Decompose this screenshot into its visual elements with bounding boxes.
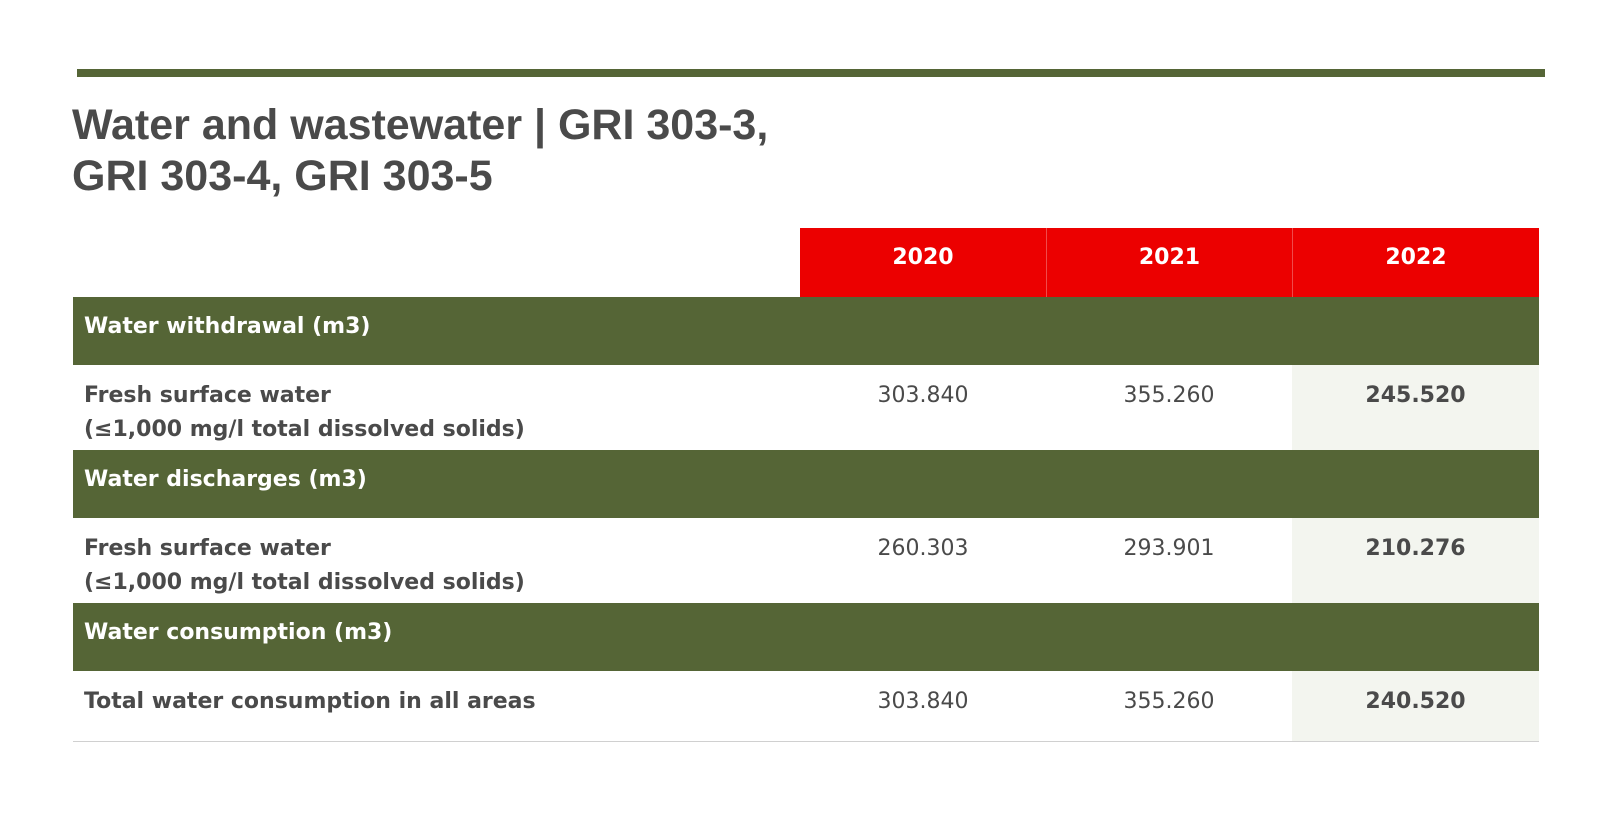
row-label-line-1: Fresh surface water bbox=[84, 536, 331, 561]
row-label: Fresh surface water (≤1,000 mg/l total d… bbox=[73, 365, 800, 450]
section-title: Water consumption (m3) bbox=[84, 620, 393, 645]
value-2022: 240.520 bbox=[1292, 671, 1539, 741]
value-2020: 303.840 bbox=[877, 383, 969, 408]
header-empty-cell bbox=[73, 228, 800, 297]
section-title: Water withdrawal (m3) bbox=[84, 314, 371, 339]
section-header-withdrawal: Water withdrawal (m3) bbox=[73, 297, 1539, 365]
row-label: Fresh surface water (≤1,000 mg/l total d… bbox=[73, 518, 800, 603]
section-title: Water discharges (m3) bbox=[84, 467, 367, 492]
table-row: Total water consumption in all areas 303… bbox=[73, 671, 1539, 742]
value-2021: 293.901 bbox=[1123, 536, 1215, 561]
top-divider bbox=[77, 69, 1545, 77]
row-label-line-2: (≤1,000 mg/l total dissolved solids) bbox=[84, 570, 525, 595]
section-header-consumption: Water consumption (m3) bbox=[73, 603, 1539, 671]
value-2020: 260.303 bbox=[877, 536, 969, 561]
row-label: Total water consumption in all areas bbox=[73, 671, 800, 741]
row-label-line-1: Total water consumption in all areas bbox=[84, 689, 536, 714]
page-title-line-2: GRI 303-4, GRI 303-5 bbox=[72, 152, 493, 200]
table-row: Fresh surface water (≤1,000 mg/l total d… bbox=[73, 518, 1539, 603]
section-header-discharges: Water discharges (m3) bbox=[73, 450, 1539, 518]
value-2021: 355.260 bbox=[1123, 689, 1215, 714]
header-year-2022: 2022 bbox=[1292, 228, 1539, 297]
row-label-line-2: (≤1,000 mg/l total dissolved solids) bbox=[84, 417, 525, 442]
value-2020: 303.840 bbox=[877, 689, 969, 714]
header-year-2020: 2020 bbox=[800, 228, 1046, 297]
table-row: Fresh surface water (≤1,000 mg/l total d… bbox=[73, 365, 1539, 450]
page-title-line-1: Water and wastewater | GRI 303-3, bbox=[72, 101, 769, 149]
row-label-line-1: Fresh surface water bbox=[84, 383, 331, 408]
table-header-row: 2020 2021 2022 bbox=[73, 228, 1539, 297]
header-year-2021: 2021 bbox=[1046, 228, 1292, 297]
water-table: 2020 2021 2022 Water withdrawal (m3) Fre… bbox=[73, 228, 1539, 742]
value-2022: 245.520 bbox=[1292, 365, 1539, 450]
value-2022: 210.276 bbox=[1292, 518, 1539, 603]
page-title: Water and wastewater | GRI 303-3, GRI 30… bbox=[72, 100, 832, 202]
value-2021: 355.260 bbox=[1123, 383, 1215, 408]
